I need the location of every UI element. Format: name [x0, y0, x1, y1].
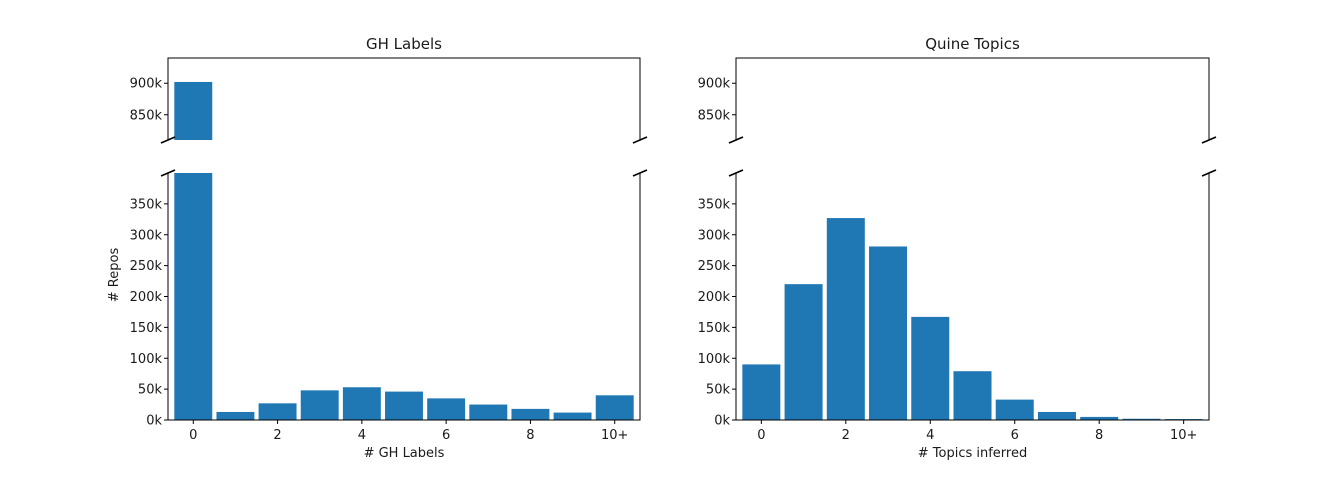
bar-5	[953, 371, 992, 420]
y-tick-label: 850k	[698, 108, 731, 123]
y-tick-label: 50k	[138, 383, 163, 398]
bar-0-upper	[174, 81, 213, 140]
bar-9	[1122, 418, 1161, 420]
chart-title: GH Labels	[366, 35, 442, 53]
y-tick-label: 350k	[130, 197, 163, 212]
bar-5	[385, 391, 423, 420]
bar-2	[826, 218, 865, 420]
bar-7	[469, 404, 508, 420]
x-axis-label: # GH Labels	[364, 446, 445, 461]
upper-axes-frame	[735, 57, 1210, 140]
bar-6	[995, 399, 1034, 420]
y-tick-label: 150k	[698, 321, 731, 336]
bar-9	[553, 412, 592, 420]
x-tick-label: 2	[273, 428, 281, 443]
y-axis-label: # Repos	[107, 248, 122, 303]
y-tick-label: 0k	[146, 414, 162, 429]
x-tick-label: 6	[1011, 428, 1019, 443]
bar-0	[742, 364, 781, 420]
bar-0	[174, 173, 213, 420]
bar-6	[427, 398, 466, 420]
x-tick-label: 8	[526, 428, 534, 443]
axis-break-mark	[632, 169, 648, 177]
y-tick-label: 300k	[130, 228, 163, 243]
chart-panel-gh-labels: GH Labels 850k 900k 0k 50k 100k 150k 200k 250k 30…	[107, 35, 648, 461]
axis-break-mark	[728, 136, 744, 144]
lower-axes-frame	[167, 173, 641, 421]
x-tick-label: 6	[442, 428, 450, 443]
bar-10+	[595, 395, 634, 420]
x-tick-label: 10+	[601, 428, 628, 443]
bar-7	[1037, 411, 1076, 420]
bar-8	[1080, 416, 1119, 420]
y-tick-label: 50k	[706, 383, 731, 398]
axis-break-mark	[160, 136, 176, 144]
chart-title: Quine Topics	[925, 35, 1020, 53]
y-tick-label: 100k	[698, 352, 731, 367]
x-axis-label: # Topics inferred	[918, 446, 1027, 461]
upper-axes-frame	[167, 57, 641, 140]
y-tick-label: 300k	[698, 228, 731, 243]
axis-break-mark	[632, 136, 648, 144]
bar-3	[300, 390, 339, 420]
x-tick-label: 0	[189, 428, 197, 443]
x-tick-label: 10+	[1170, 428, 1197, 443]
axis-break-mark	[1201, 136, 1217, 144]
bar-8	[511, 408, 550, 420]
x-tick-label: 4	[926, 428, 934, 443]
y-tick-label: 900k	[130, 77, 163, 92]
y-tick-label: 0k	[714, 414, 730, 429]
bar-3	[869, 246, 908, 420]
y-tick-label: 350k	[698, 197, 731, 212]
y-tick-label: 200k	[698, 290, 731, 305]
y-tick-label: 900k	[698, 77, 731, 92]
x-tick-label: 2	[842, 428, 850, 443]
y-tick-label: 250k	[130, 259, 163, 274]
y-tick-label: 850k	[130, 108, 163, 123]
bar-2	[258, 403, 297, 420]
x-tick-label: 8	[1095, 428, 1103, 443]
x-tick-label: 0	[757, 428, 765, 443]
bar-1	[216, 411, 255, 420]
x-tick-label: 4	[358, 428, 366, 443]
y-tick-label: 150k	[130, 321, 163, 336]
y-tick-label: 250k	[698, 259, 731, 274]
bar-4	[911, 316, 950, 420]
y-tick-label: 100k	[130, 352, 163, 367]
axis-break-mark	[728, 169, 744, 177]
bar-4	[342, 387, 381, 420]
bar-1	[784, 284, 823, 420]
axis-break-mark	[1201, 169, 1217, 177]
axis-break-mark	[160, 169, 176, 177]
chart-panel-quine-topics: Quine Topics 850k 900k 0k 50k 100k 150k 200k 250…	[698, 35, 1217, 461]
y-tick-label: 200k	[130, 290, 163, 305]
